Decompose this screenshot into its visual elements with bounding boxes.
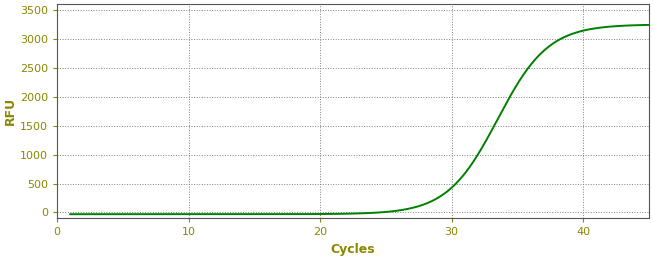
X-axis label: Cycles: Cycles xyxy=(330,243,375,256)
Y-axis label: RFU: RFU xyxy=(4,97,17,125)
